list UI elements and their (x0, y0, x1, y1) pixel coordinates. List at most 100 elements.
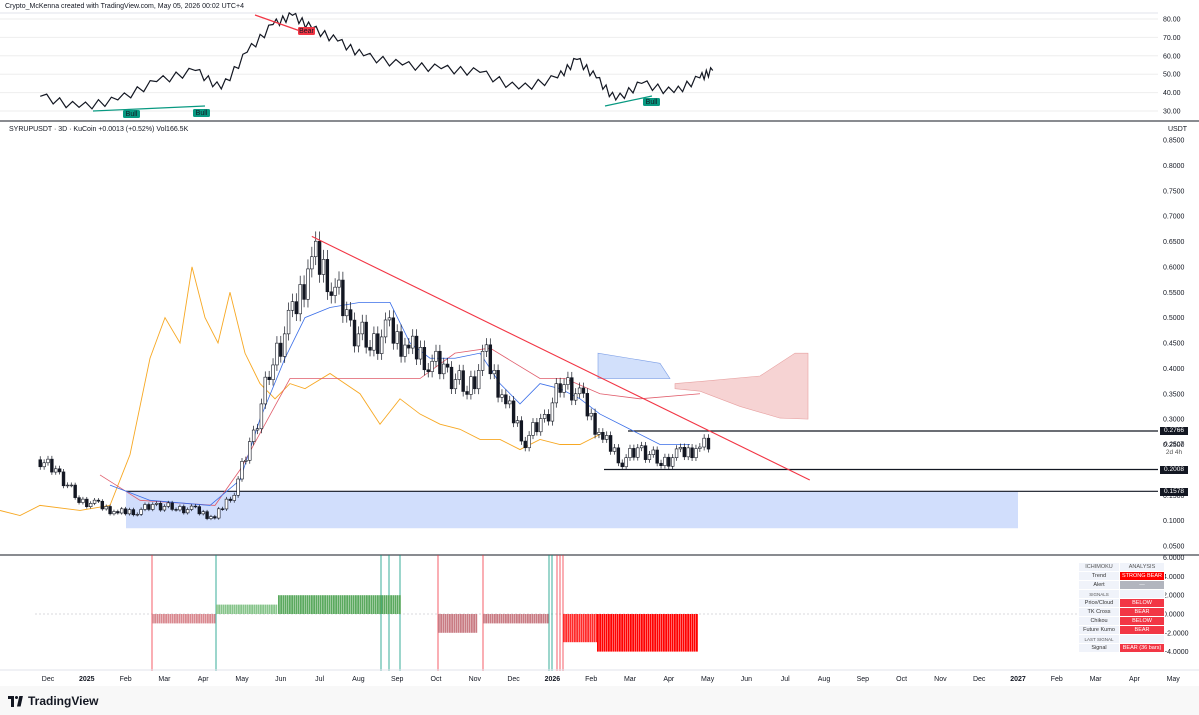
candle-up (686, 447, 690, 458)
candle-down (643, 445, 648, 460)
chikou-span (0, 266, 601, 517)
signals-blank (1120, 590, 1165, 598)
candle-down (667, 456, 671, 467)
candle-up (356, 333, 361, 347)
time-axis-label: Oct (896, 676, 907, 683)
histogram-bear-bar (489, 614, 492, 624)
histogram-bull-bar (286, 595, 289, 614)
candle-up (663, 456, 667, 466)
histogram-bull-bar (304, 595, 307, 614)
time-axis-label: Aug (352, 676, 365, 683)
histogram-bear-bar (682, 614, 685, 652)
histogram-bull-bar (300, 595, 302, 614)
histogram-bear-bar (571, 614, 574, 643)
tradingview-logo[interactable]: TradingView (8, 694, 98, 708)
time-axis-label: Apr (663, 676, 675, 683)
candle-up (248, 441, 252, 461)
candle-up (217, 508, 221, 519)
time-axis-label: Nov (469, 676, 482, 683)
histogram-bull-bar (216, 604, 218, 614)
histogram-bull-bar (246, 604, 249, 614)
histogram-bull-bar (330, 595, 333, 614)
histogram-bull-bar (224, 604, 227, 614)
candle-down (220, 508, 225, 510)
candle-up (69, 484, 73, 487)
candle-up (275, 342, 279, 366)
histogram-bear-bar (605, 614, 608, 652)
time-axis[interactable]: Dec 2025 Feb Mar Apr May Jun Jul Aug Sep Oct Nov Dec… (0, 671, 1199, 687)
candle-up (379, 336, 384, 354)
histogram-bull-bar (284, 595, 287, 614)
price-tick-label: 0.6000 (1163, 264, 1185, 271)
level-label-lower: 0.1578 (1160, 488, 1188, 496)
histogram-bear-bar (485, 614, 487, 624)
candle-down (279, 342, 283, 357)
bull-divergence-line (92, 105, 206, 112)
histogram-bull-bar (253, 604, 256, 614)
price-pane[interactable]: 0.8500 0.8000 0.7500 0.7000 0.6500 0.6000 0.55… (0, 118, 1199, 556)
candle-up (127, 509, 132, 515)
candle-down (197, 506, 202, 515)
chikou-value: BELOW (1120, 617, 1165, 625)
histogram-bear-bar (601, 614, 604, 652)
histogram-bear-bar (513, 614, 516, 624)
histogram-bull-bar (322, 595, 324, 614)
histogram-bear-bar (500, 614, 503, 624)
histogram-bear-bar (621, 614, 623, 652)
candle-down (570, 377, 574, 401)
histogram-bull-bar (271, 604, 273, 614)
histogram-bear-bar (196, 614, 198, 624)
histogram-bear-bar (669, 614, 672, 652)
candle-up (589, 412, 593, 417)
histogram-bear-bar (693, 614, 696, 652)
candle-up (232, 494, 236, 501)
price-tick-label: 0.7500 (1163, 188, 1185, 195)
histogram-bull-bar (291, 595, 293, 614)
last-signal-section: LAST SIGNAL (1079, 635, 1119, 643)
histogram-bull-bar (388, 595, 390, 614)
time-axis-label: Sep (857, 676, 870, 683)
histogram-bear-bar (174, 614, 176, 624)
candle-down (473, 376, 477, 390)
candle-up (306, 268, 310, 300)
time-axis-label: May (701, 676, 715, 683)
histogram-bull-bar (231, 604, 234, 614)
histogram-bull-bar (385, 595, 388, 614)
candle-down (158, 503, 163, 511)
osc-tick-label: 4.0000 (1163, 574, 1185, 581)
candle-down (170, 502, 174, 510)
candle-up (189, 505, 194, 510)
osc-tick-label: 6.0000 (1163, 555, 1185, 562)
histogram-bull-bar (293, 595, 296, 614)
price-tick-label: 0.2500 (1163, 442, 1185, 449)
candle-up (434, 350, 438, 362)
descending-trendline (311, 235, 811, 481)
candle-down (535, 422, 539, 433)
price-cloud-value: BELOW (1120, 599, 1165, 607)
time-axis-label: Mar (624, 676, 637, 683)
histogram-bear-bar (597, 614, 599, 652)
histogram-bear-bar (165, 614, 167, 624)
candle-up (674, 448, 679, 458)
histogram-bear-bar (636, 614, 639, 652)
candle-up (201, 511, 205, 515)
ichimoku-table: ICHIMOKU ANALYSIS Trend STRONG BEAR Alert —… (1078, 562, 1166, 653)
histogram-bull-bar (379, 595, 381, 614)
candle-up (224, 498, 229, 510)
histogram-bull-bar (249, 604, 251, 614)
histogram-bear-bar (567, 614, 570, 643)
candle-up (286, 309, 291, 335)
candle-up (54, 468, 58, 473)
future-kumo-label: Future Kumo (1079, 626, 1119, 634)
histogram-bull-bar (363, 595, 366, 614)
histogram-bull-bar (355, 595, 357, 614)
histogram-bear-bar (473, 614, 475, 633)
histogram-bear-bar (687, 614, 689, 652)
histogram-bear-bar (593, 614, 596, 643)
histogram-bear-bar (656, 614, 659, 652)
chikou-label: Chikou (1079, 617, 1119, 625)
candle-down (655, 449, 659, 464)
histogram-bear-bar (204, 614, 207, 624)
candle-down (294, 301, 299, 315)
candle-down (329, 291, 333, 296)
